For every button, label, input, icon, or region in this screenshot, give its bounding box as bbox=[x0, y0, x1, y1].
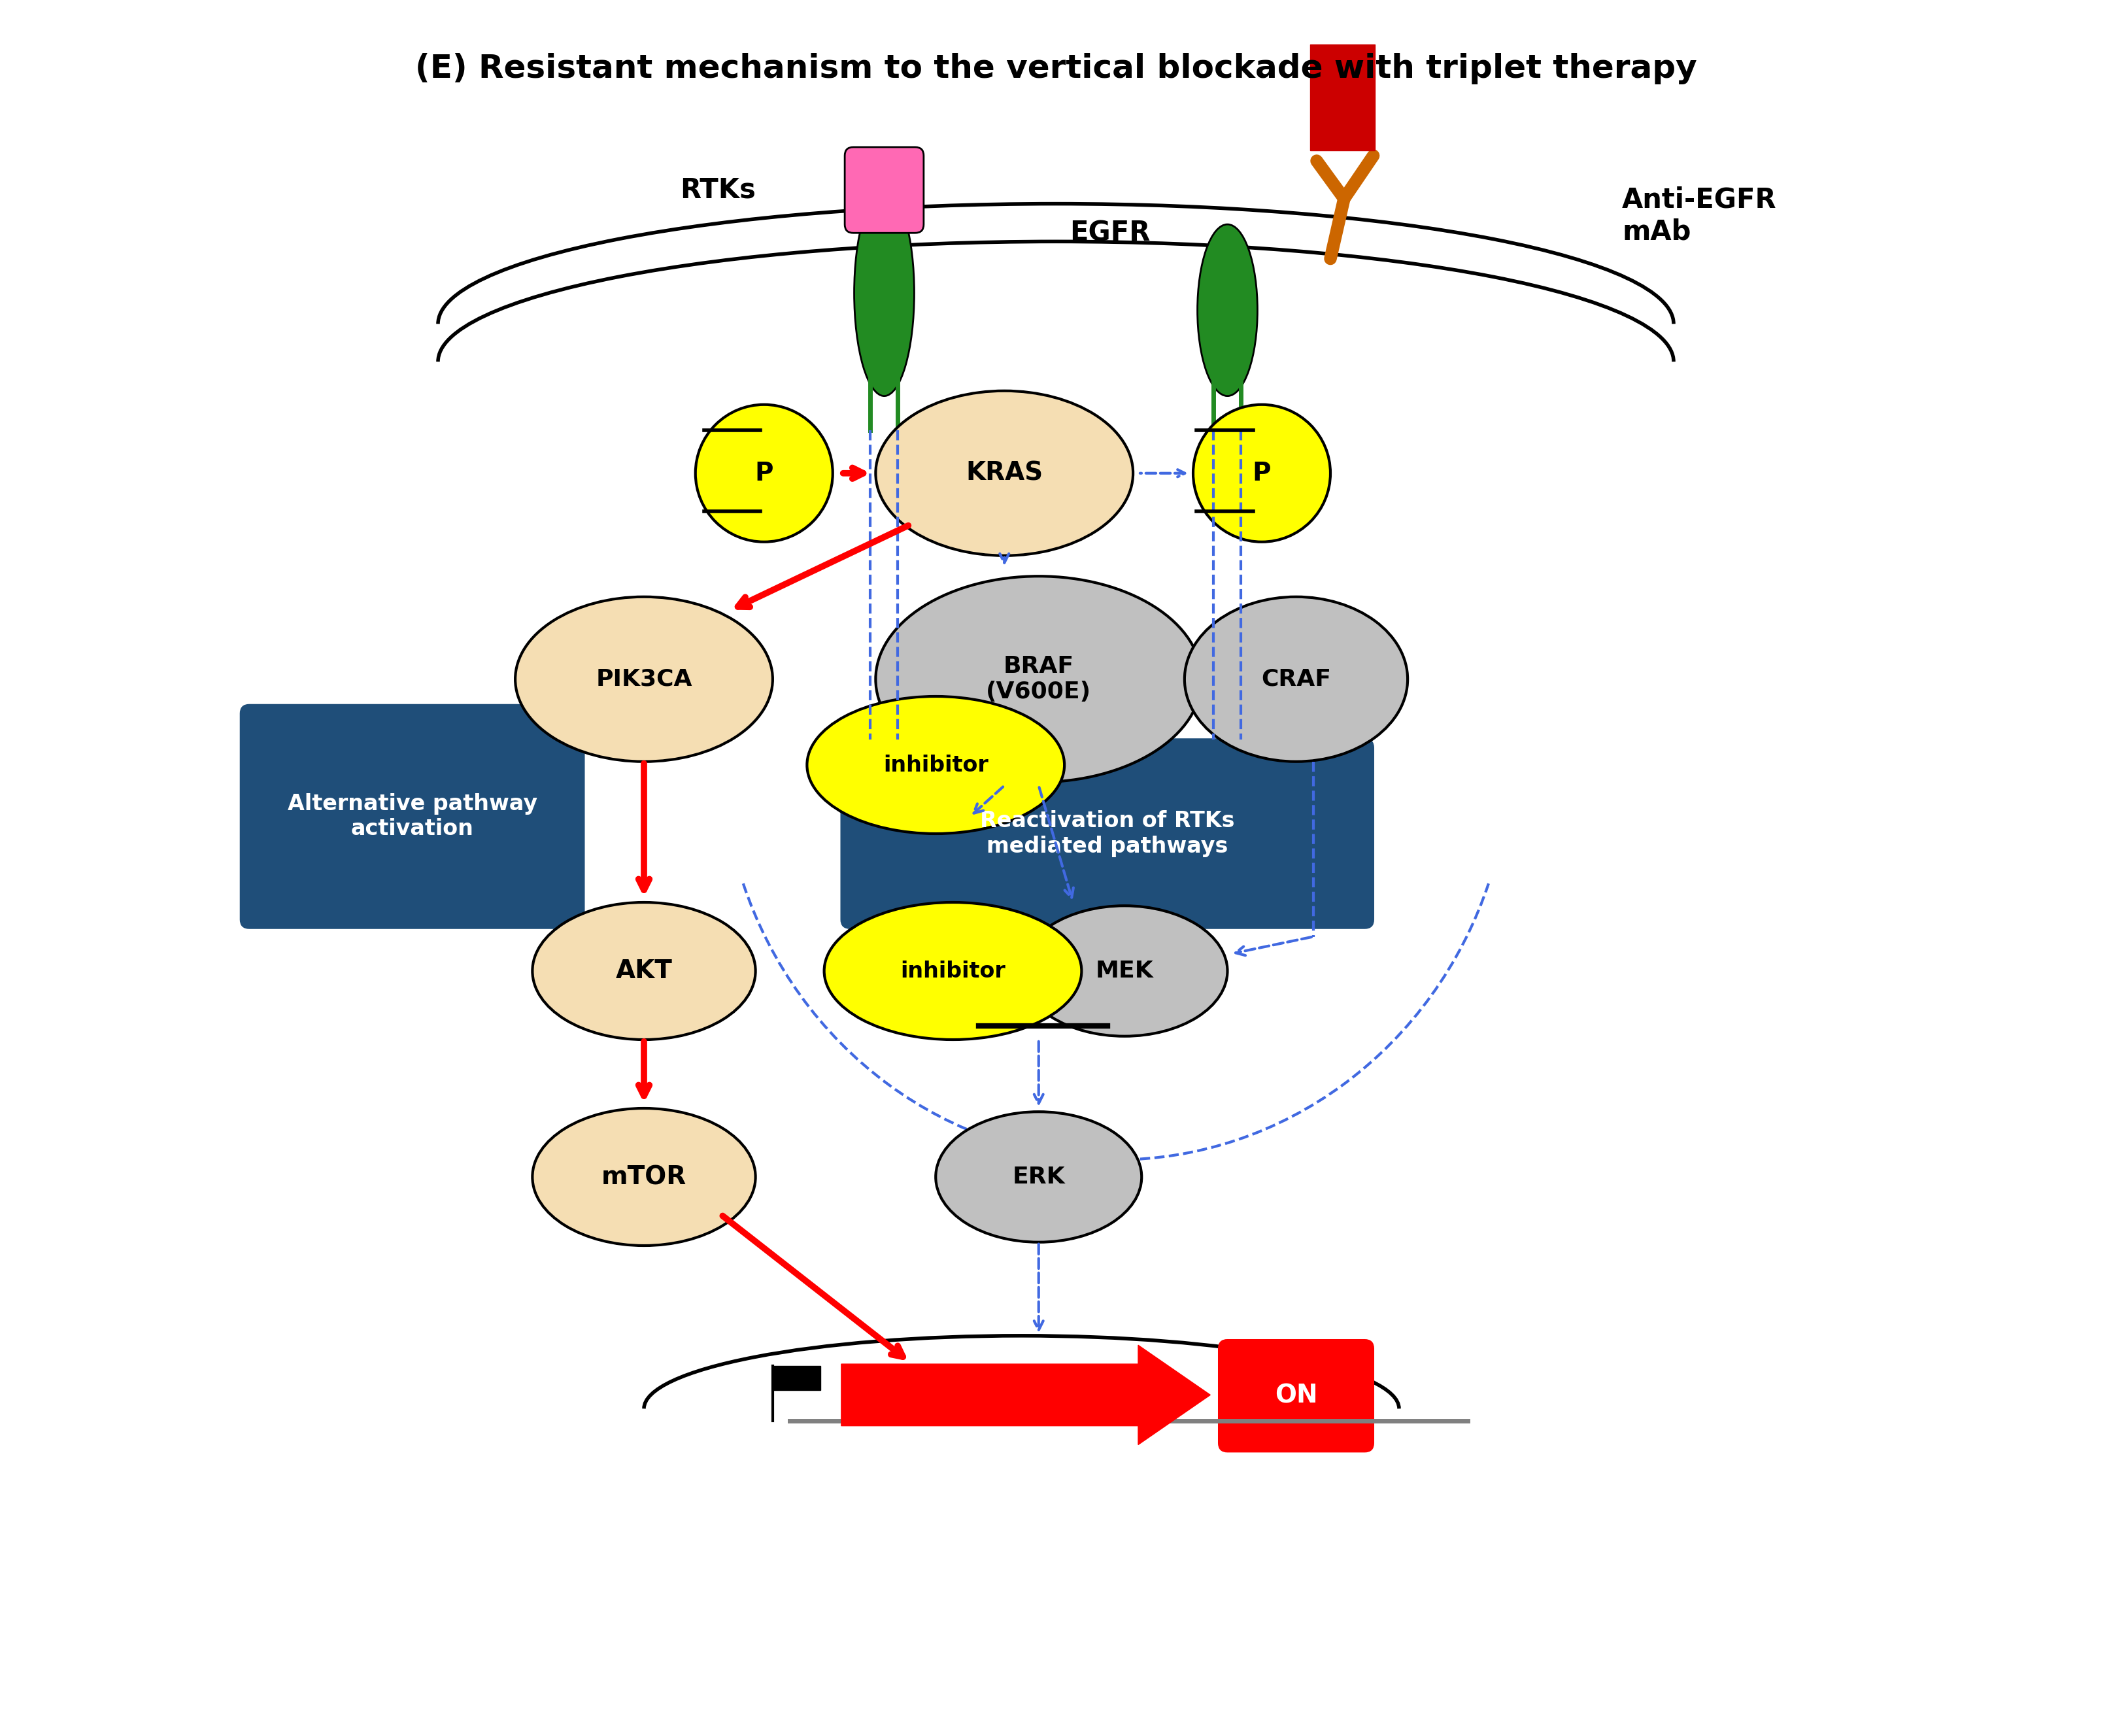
Text: ON: ON bbox=[1275, 1384, 1317, 1408]
FancyBboxPatch shape bbox=[241, 705, 585, 929]
Text: MEK: MEK bbox=[1096, 960, 1153, 983]
Text: EGFR: EGFR bbox=[1070, 219, 1150, 247]
Ellipse shape bbox=[532, 903, 756, 1040]
Ellipse shape bbox=[515, 597, 773, 762]
Bar bbox=[1309, 43, 1374, 151]
Ellipse shape bbox=[1184, 597, 1408, 762]
Text: P: P bbox=[754, 460, 773, 486]
Text: Anti-EGFR
mAb: Anti-EGFR mAb bbox=[1621, 186, 1775, 245]
Text: BRAF
(V600E): BRAF (V600E) bbox=[986, 654, 1091, 703]
Ellipse shape bbox=[695, 404, 832, 542]
Ellipse shape bbox=[876, 391, 1134, 556]
Ellipse shape bbox=[1022, 906, 1226, 1036]
Text: ERK: ERK bbox=[1011, 1167, 1064, 1187]
FancyBboxPatch shape bbox=[840, 740, 1372, 929]
Ellipse shape bbox=[823, 903, 1081, 1040]
Ellipse shape bbox=[876, 576, 1201, 783]
Ellipse shape bbox=[855, 189, 914, 396]
Text: AKT: AKT bbox=[616, 958, 671, 983]
Ellipse shape bbox=[806, 696, 1064, 833]
Text: (E) Resistant mechanism to the vertical blockade with triplet therapy: (E) Resistant mechanism to the vertical … bbox=[414, 52, 1697, 83]
Ellipse shape bbox=[1193, 404, 1330, 542]
Text: Alternative pathway
activation: Alternative pathway activation bbox=[287, 793, 536, 840]
Text: PIK3CA: PIK3CA bbox=[595, 668, 692, 691]
Ellipse shape bbox=[1197, 224, 1256, 396]
Ellipse shape bbox=[532, 1108, 756, 1246]
Text: mTOR: mTOR bbox=[602, 1165, 686, 1189]
Text: CRAF: CRAF bbox=[1260, 668, 1330, 691]
Text: RTKs: RTKs bbox=[680, 177, 756, 203]
Text: inhibitor: inhibitor bbox=[899, 960, 1005, 983]
Text: Reactivation of RTKs
mediated pathways: Reactivation of RTKs mediated pathways bbox=[980, 811, 1235, 858]
Bar bbox=[773, 1366, 821, 1391]
Text: KRAS: KRAS bbox=[965, 460, 1043, 486]
FancyBboxPatch shape bbox=[1218, 1340, 1372, 1451]
Text: inhibitor: inhibitor bbox=[882, 753, 988, 776]
Text: P: P bbox=[1252, 460, 1271, 486]
FancyArrow shape bbox=[840, 1345, 1210, 1444]
FancyBboxPatch shape bbox=[844, 148, 923, 233]
Ellipse shape bbox=[935, 1111, 1142, 1243]
